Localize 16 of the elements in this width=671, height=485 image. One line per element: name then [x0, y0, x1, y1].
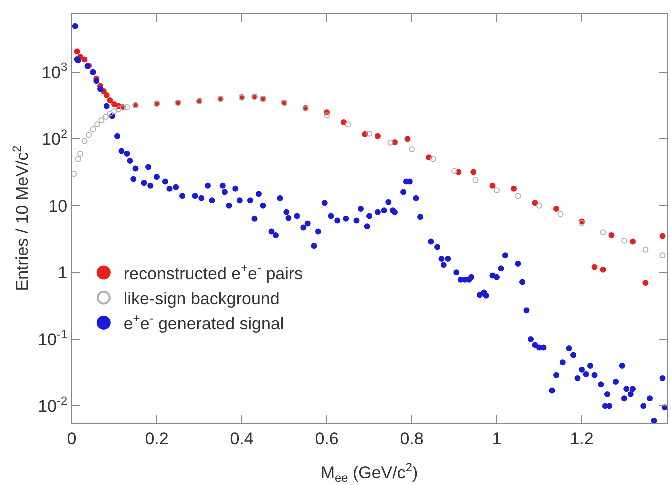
x-tick-label: 1: [492, 429, 502, 448]
x-tick-label: 1.2: [570, 429, 594, 448]
x-tick-label: 0: [67, 429, 77, 448]
y-tick-label: 10$^{2}$: [42, 126, 68, 150]
legend-label: like-sign background: [124, 289, 280, 308]
x-tick-label: 0.8: [400, 429, 424, 448]
legend-label: e$^{+}$e$^{-}$ generated signal: [124, 311, 284, 334]
x-axis-title: M$_{ee}$ (GeV/c$^{2}$): [320, 460, 418, 485]
x-tick-label: 0.6: [315, 429, 339, 448]
y-tick-label: 10$^{-2}$: [38, 394, 68, 416]
y-tick-label: 10: [48, 196, 68, 216]
y-tick-label: 10$^{-1}$: [38, 327, 68, 350]
x-tick-label: 0.2: [145, 429, 169, 448]
y-tick-label: 10$^{3}$: [42, 60, 68, 82]
x-tick-label: 0.4: [230, 429, 254, 448]
y-tick-label: 1: [58, 264, 68, 283]
